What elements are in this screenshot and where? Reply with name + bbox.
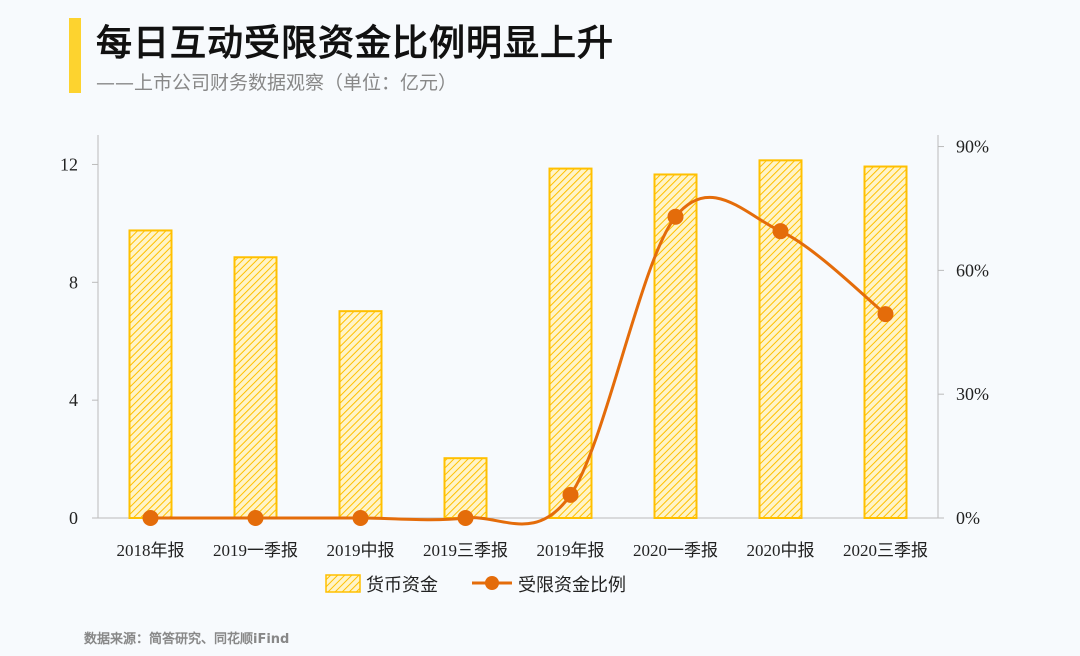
line-point-2019年报 (562, 486, 579, 503)
bar-2019年报 (548, 167, 593, 519)
x-tick-label: 2020三季报 (843, 541, 928, 560)
bar-2020一季报 (653, 173, 698, 519)
x-tick-label: 2019年报 (537, 541, 605, 560)
x-tick-label: 2020中报 (747, 541, 815, 560)
bar-2019中报 (338, 310, 383, 519)
line-point-2019三季报 (457, 510, 474, 526)
left-tick-label: 12 (60, 154, 78, 174)
line-point-2018年报 (142, 510, 159, 526)
legend-line-marker (485, 576, 499, 590)
x-tick-label: 2019中报 (327, 541, 395, 560)
left-tick-label: 0 (69, 508, 78, 528)
line-point-2019一季报 (247, 510, 264, 526)
legend-bar-label: 货币资金 (366, 575, 438, 596)
legend-bar-swatch (325, 574, 361, 593)
bar-2020三季报 (863, 165, 908, 520)
bar-2018年报 (128, 229, 173, 519)
x-tick-label: 2019三季报 (423, 541, 508, 560)
left-tick-label: 4 (69, 390, 78, 410)
x-tick-label: 2020一季报 (633, 541, 718, 560)
line-point-2020三季报 (877, 306, 894, 323)
right-tick-label: 0% (956, 508, 980, 528)
page-title: 每日互动受限资金比例明显上升 (96, 23, 615, 64)
right-tick-label: 30% (956, 384, 989, 404)
restricted-ratio-line (150, 195, 887, 526)
bar-2019三季报 (443, 457, 488, 520)
x-tick-label: 2018年报 (117, 541, 185, 560)
right-tick-label: 90% (956, 137, 989, 157)
legend-line-label: 受限资金比例 (518, 575, 626, 596)
x-tick-label: 2019一季报 (213, 541, 298, 560)
bar-2019一季报 (233, 256, 278, 519)
right-tick-label: 60% (956, 260, 989, 280)
page-subtitle: ——上市公司财务数据观察（单位：亿元） (96, 72, 458, 94)
line-point-2020一季报 (667, 208, 684, 225)
bar-2020中报 (758, 159, 803, 520)
left-tick-label: 8 (69, 272, 78, 292)
data-source: 数据来源：简答研究、同花顺iFind (84, 632, 290, 647)
title-accent-bar (69, 18, 81, 93)
line-point-2019中报 (352, 510, 369, 526)
line-point-2020中报 (772, 223, 789, 240)
